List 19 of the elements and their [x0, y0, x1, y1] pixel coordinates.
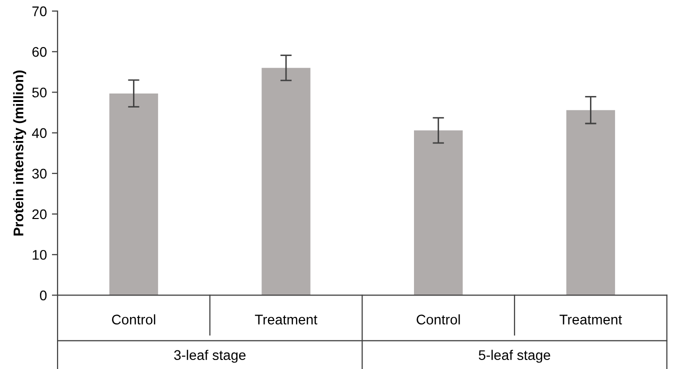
y-tick-label: 30	[32, 168, 47, 179]
text: 3-leaf stage	[174, 350, 246, 363]
x-tick-label: Treatment	[254, 314, 318, 324]
y-axis-title: Protein intensity (million)	[13, 70, 26, 236]
bar	[109, 93, 158, 296]
bar	[566, 110, 616, 296]
x-tick-label: Control	[112, 314, 156, 324]
y-tick-label: 20	[32, 209, 47, 220]
x-tick-label: Control	[416, 314, 460, 324]
y-tick-label: 10	[32, 250, 47, 260]
y-tick-label: 0	[40, 290, 47, 300]
bar	[414, 130, 463, 296]
bar	[262, 68, 310, 296]
y-tick-label: 70	[32, 6, 47, 16]
y-tick-label: 50	[32, 88, 47, 98]
x-tick-label: Treatment	[560, 314, 622, 324]
text: 5-leaf stage	[478, 350, 550, 363]
y-tick-label: 40	[32, 128, 47, 138]
y-tick-label: 60	[32, 46, 47, 57]
